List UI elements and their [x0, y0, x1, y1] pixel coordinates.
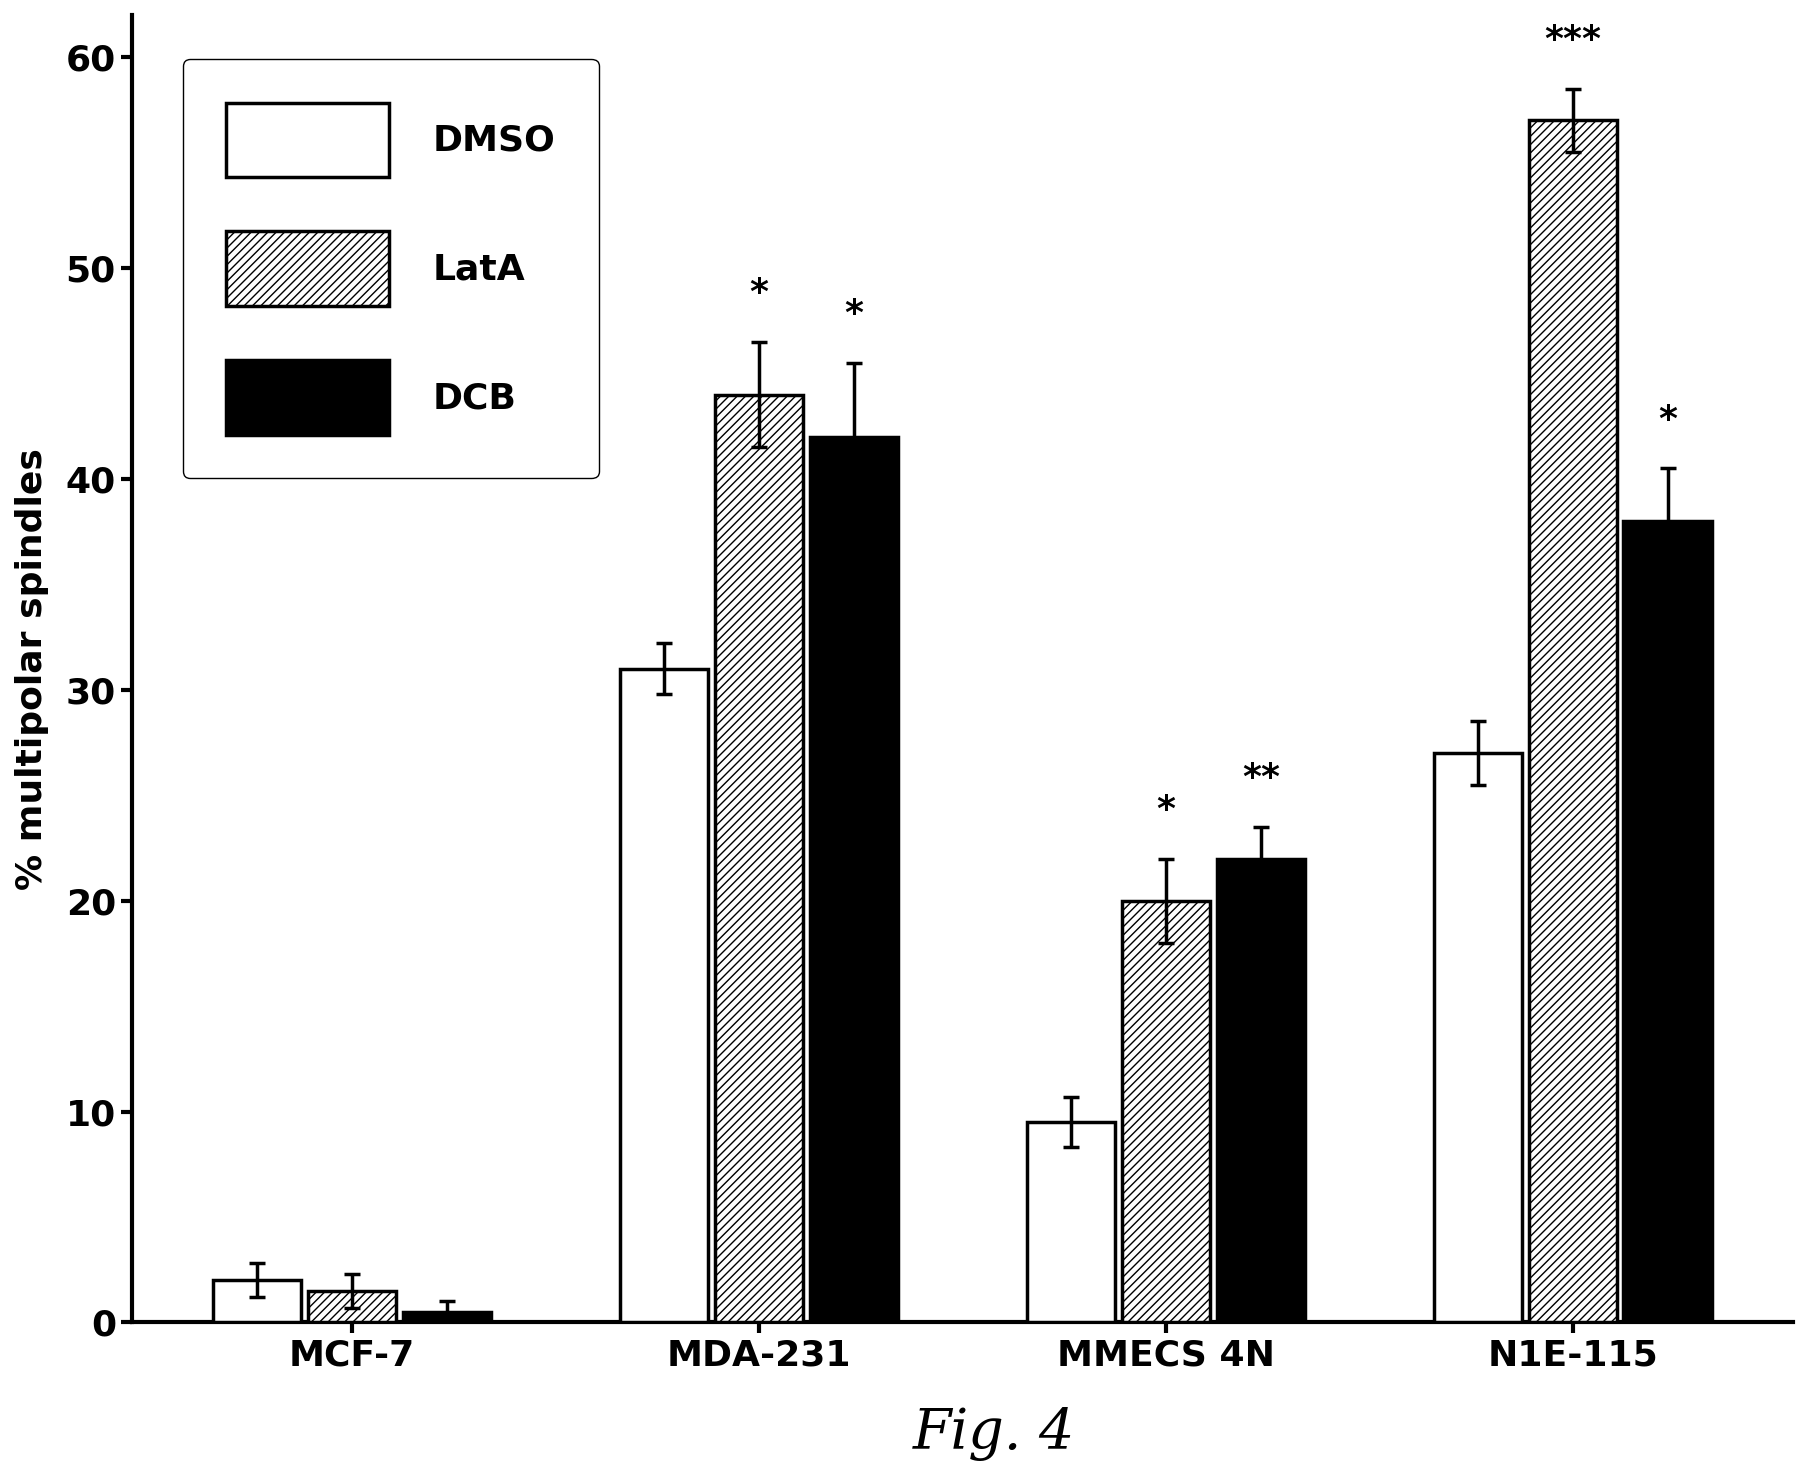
Bar — [403, 1312, 492, 1322]
Bar — [1433, 753, 1521, 1322]
Bar — [810, 437, 898, 1322]
Bar — [620, 669, 708, 1322]
Bar — [307, 1292, 396, 1322]
Bar — [213, 1280, 302, 1322]
Text: Fig. 4: Fig. 4 — [913, 1407, 1075, 1461]
Text: *: * — [844, 297, 864, 331]
Bar — [1527, 121, 1615, 1322]
Y-axis label: % multipolar spindles: % multipolar spindles — [14, 447, 49, 890]
Bar — [1623, 521, 1711, 1322]
Text: *: * — [1657, 403, 1677, 437]
Bar — [1026, 1122, 1115, 1322]
Bar — [1216, 859, 1305, 1322]
Legend: DMSO, LatA, DCB: DMSO, LatA, DCB — [183, 59, 598, 478]
Text: *: * — [750, 276, 768, 310]
Bar — [1120, 900, 1209, 1322]
Text: *: * — [1156, 793, 1175, 827]
Text: **: ** — [1241, 762, 1279, 796]
Bar — [714, 394, 802, 1322]
Text: ***: *** — [1543, 24, 1601, 58]
